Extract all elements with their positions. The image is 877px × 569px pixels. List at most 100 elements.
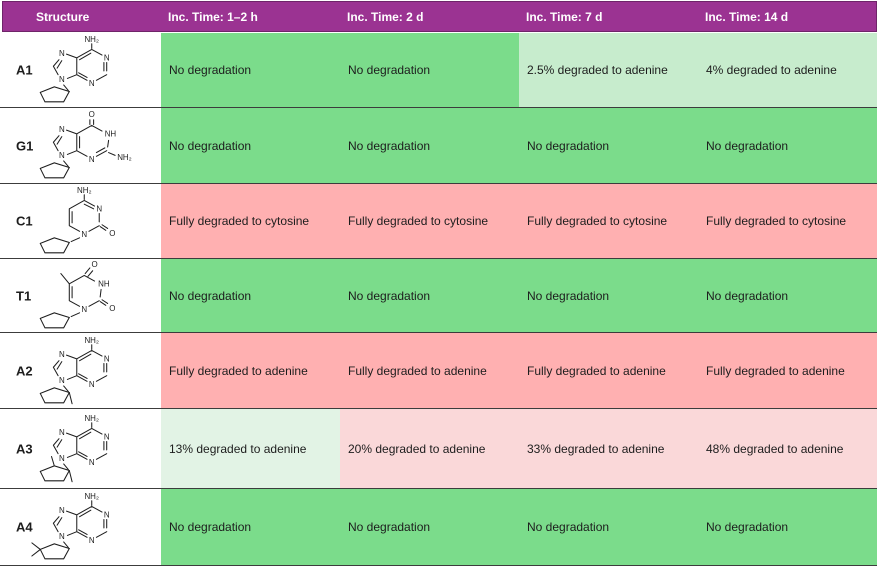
atom-label: N [104,432,110,441]
molecule-structure-thymine-cyclopentane: O NH O N [39,260,115,328]
atom-label: N [89,379,95,388]
molecule-structure-adenine-dimethylcyclopentane: NH₂ N N N N [39,413,110,482]
atom-label: N [81,230,87,239]
result-text: Fully degraded to cytosine [527,214,668,228]
result-cell: No degradation [519,108,698,183]
result-cell: No degradation [698,489,877,565]
result-cell: No degradation [161,33,340,107]
result-cell: 33% degraded to adenine [519,409,698,488]
atom-label: NH₂ [84,335,99,344]
atom-label: N [96,205,102,214]
result-cell: No degradation [340,259,519,332]
molecule-structure-guanine-cyclopentane: O NH NH₂ N N N [39,110,132,178]
result-text: 4% degraded to adenine [706,63,837,77]
result-cell: No degradation [698,259,877,332]
result-cell: 13% degraded to adenine [161,409,340,488]
molecule-structure-adenine-methylcyclopentane: NH₂ N N N N [39,335,110,404]
molecule-structure-adenine-dimethylcyclopentane: NH₂ N N N N [31,492,110,560]
atom-label: N [104,354,110,363]
result-cell: No degradation [519,259,698,332]
result-cell: Fully degraded to adenine [161,333,340,408]
result-text: No degradation [169,520,252,534]
result-text: Fully degraded to cytosine [348,214,489,228]
result-text: Fully degraded to adenine [169,363,308,378]
result-text: No degradation [527,138,610,153]
result-cell: Fully degraded to cytosine [698,184,877,258]
result-text: No degradation [706,520,789,534]
atom-label: NH₂ [84,35,99,44]
result-text: 20% degraded to adenine [348,441,486,456]
result-text: No degradation [348,63,431,77]
atom-label: O [109,229,115,238]
result-cell: Fully degraded to adenine [698,333,877,408]
column-header-inc-time-1-2h: Inc. Time: 1–2 h [168,9,258,24]
result-cell: No degradation [340,33,519,107]
molecule-structure-adenine-cyclopentane: NH₂ N N N N [39,35,110,103]
result-cell: No degradation [698,108,877,183]
structure-cell: C1 NH₂ N O N [0,184,161,258]
result-cell: Fully degraded to cytosine [161,184,340,258]
atom-label: N [59,376,65,385]
result-cell: No degradation [519,489,698,565]
row-label: A3 [16,441,33,456]
result-text: 33% degraded to adenine [527,441,665,456]
structure-cell: A2 NH₂ N N N N [0,333,161,408]
result-text: No degradation [348,520,431,534]
table-header: Structure Inc. Time: 1–2 h Inc. Time: 2 … [2,1,877,32]
row-label: T1 [16,288,32,303]
atom-label: O [109,303,115,312]
atom-label: O [91,260,97,269]
result-cell: No degradation [161,108,340,183]
result-cell: Fully degraded to adenine [340,333,519,408]
atom-label: N [89,457,95,466]
row-label: A4 [16,519,33,535]
atom-label: N [59,454,65,463]
result-text: Fully degraded to adenine [527,363,666,378]
result-text: No degradation [348,288,431,303]
column-header-inc-time-7d: Inc. Time: 7 d [526,9,603,24]
atom-label: N [104,511,110,520]
result-text: No degradation [348,138,431,153]
atom-label: NH₂ [84,413,99,422]
atom-label: N [104,54,110,63]
result-text: No degradation [706,138,789,153]
atom-label: N [89,154,95,163]
atom-label: NH [98,279,110,288]
atom-label: N [59,427,65,436]
atom-label: NH₂ [77,186,92,195]
result-cell: 48% degraded to adenine [698,409,877,488]
atom-label: N [59,151,65,160]
result-text: 2.5% degraded to adenine [527,63,668,77]
result-cell: No degradation [340,489,519,565]
result-text: Fully degraded to cytosine [706,214,847,228]
atom-label: N [59,124,65,133]
result-text: No degradation [169,63,252,77]
table-row: T1 O NH O N No degradation No degradatio… [0,259,877,333]
table-row: A3 NH₂ N N N N 13% degraded to adenine 2… [0,409,877,489]
table-row: C1 NH₂ N O N Fully degraded to cytosine … [0,184,877,259]
result-cell: No degradation [161,259,340,332]
result-text: No degradation [527,520,610,534]
molecule-structure-cytosine-cyclopentane: NH₂ N O N [39,186,115,254]
result-text: No degradation [169,138,252,153]
table-row: A4 NH₂ N N N N No degradation No degrada… [0,489,877,566]
atom-label: N [59,506,65,515]
result-text: No degradation [706,288,789,303]
table-row: A1 NH₂ N N N N No degradation No degrada… [0,33,877,108]
result-text: No degradation [527,288,610,303]
table-row: G1 O NH NH₂ N N N No degradation No degr… [0,108,877,184]
result-text: 13% degraded to adenine [169,441,307,456]
atom-label: N [59,349,65,358]
result-text: Fully degraded to cytosine [169,214,310,228]
row-label: G1 [16,138,34,153]
row-label: C1 [16,213,33,229]
atom-label: N [59,532,65,541]
atom-label: NH₂ [117,153,132,162]
column-header-structure: Structure [36,9,90,24]
result-cell: 2.5% degraded to adenine [519,33,698,107]
result-cell: 4% degraded to adenine [698,33,877,107]
atom-label: N [81,304,87,313]
result-cell: No degradation [340,108,519,183]
atom-label: NH₂ [84,492,99,501]
